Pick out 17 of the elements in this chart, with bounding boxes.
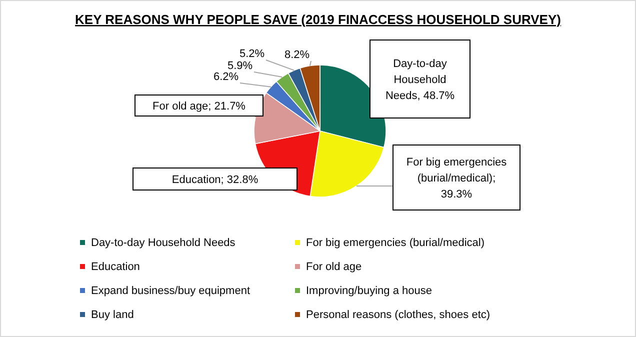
data-label: For old age; 21.7%	[152, 100, 246, 112]
data-label: Day-to-day Household Needs, 48.7%	[385, 58, 455, 102]
data-label: 5.2%	[239, 48, 265, 60]
legend-label: For old age	[306, 261, 362, 273]
legend-label: Expand business/buy equipment	[91, 285, 250, 297]
legend-label: Improving/buying a house	[306, 285, 432, 297]
legend-label: Day-to-day Household Needs	[91, 237, 236, 249]
data-label: Education; 32.8%	[172, 174, 258, 186]
data-label: 5.9%	[227, 60, 253, 72]
legend-label: For big emergencies (burial/medical)	[306, 237, 485, 249]
data-label: 8.2%	[284, 49, 310, 61]
chart-title: KEY REASONS WHY PEOPLE SAVE (2019 FINACCESS HOUSEHOLD SURVEY)	[75, 12, 561, 27]
data-label: 6.2%	[213, 71, 239, 83]
legend-label: Education	[91, 261, 140, 273]
legend-label: Buy land	[91, 309, 134, 321]
data-label: For big emergencies (burial/medical); 39.3%	[406, 156, 508, 200]
legend-label: Personal reasons (clothes, shoes etc)	[306, 309, 490, 321]
